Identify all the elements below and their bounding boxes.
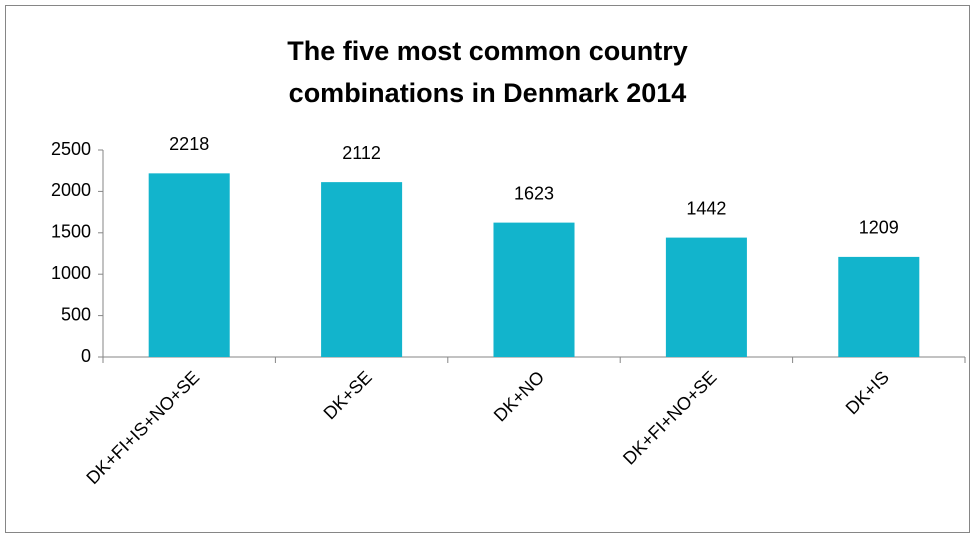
bar	[493, 222, 575, 357]
data-label: 1623	[514, 183, 554, 203]
y-tick-label: 1000	[51, 263, 91, 283]
y-tick-label: 1500	[51, 222, 91, 242]
bar	[838, 256, 920, 357]
chart-border	[5, 5, 970, 533]
bar	[148, 173, 230, 357]
data-label: 1442	[686, 198, 726, 218]
x-tick-label: DK+NO	[490, 367, 548, 425]
data-label: 1209	[859, 218, 899, 238]
data-label: 2218	[169, 134, 209, 154]
x-tick-label: DK+FI+NO+SE	[619, 367, 721, 469]
x-tick-label: DK+IS	[842, 367, 893, 418]
chart-title: The five most common country combination…	[287, 36, 688, 108]
data-label: 2112	[342, 143, 381, 163]
y-tick-label: 2000	[51, 180, 91, 200]
y-tick-label: 0	[81, 346, 91, 366]
x-tick-label: DK+SE	[320, 367, 376, 423]
y-tick-label: 2500	[51, 139, 91, 159]
bar	[665, 237, 747, 357]
y-tick-label: 500	[61, 304, 91, 324]
bar	[321, 182, 403, 357]
x-tick-label: DK+FI+IS+NO+SE	[82, 367, 203, 488]
